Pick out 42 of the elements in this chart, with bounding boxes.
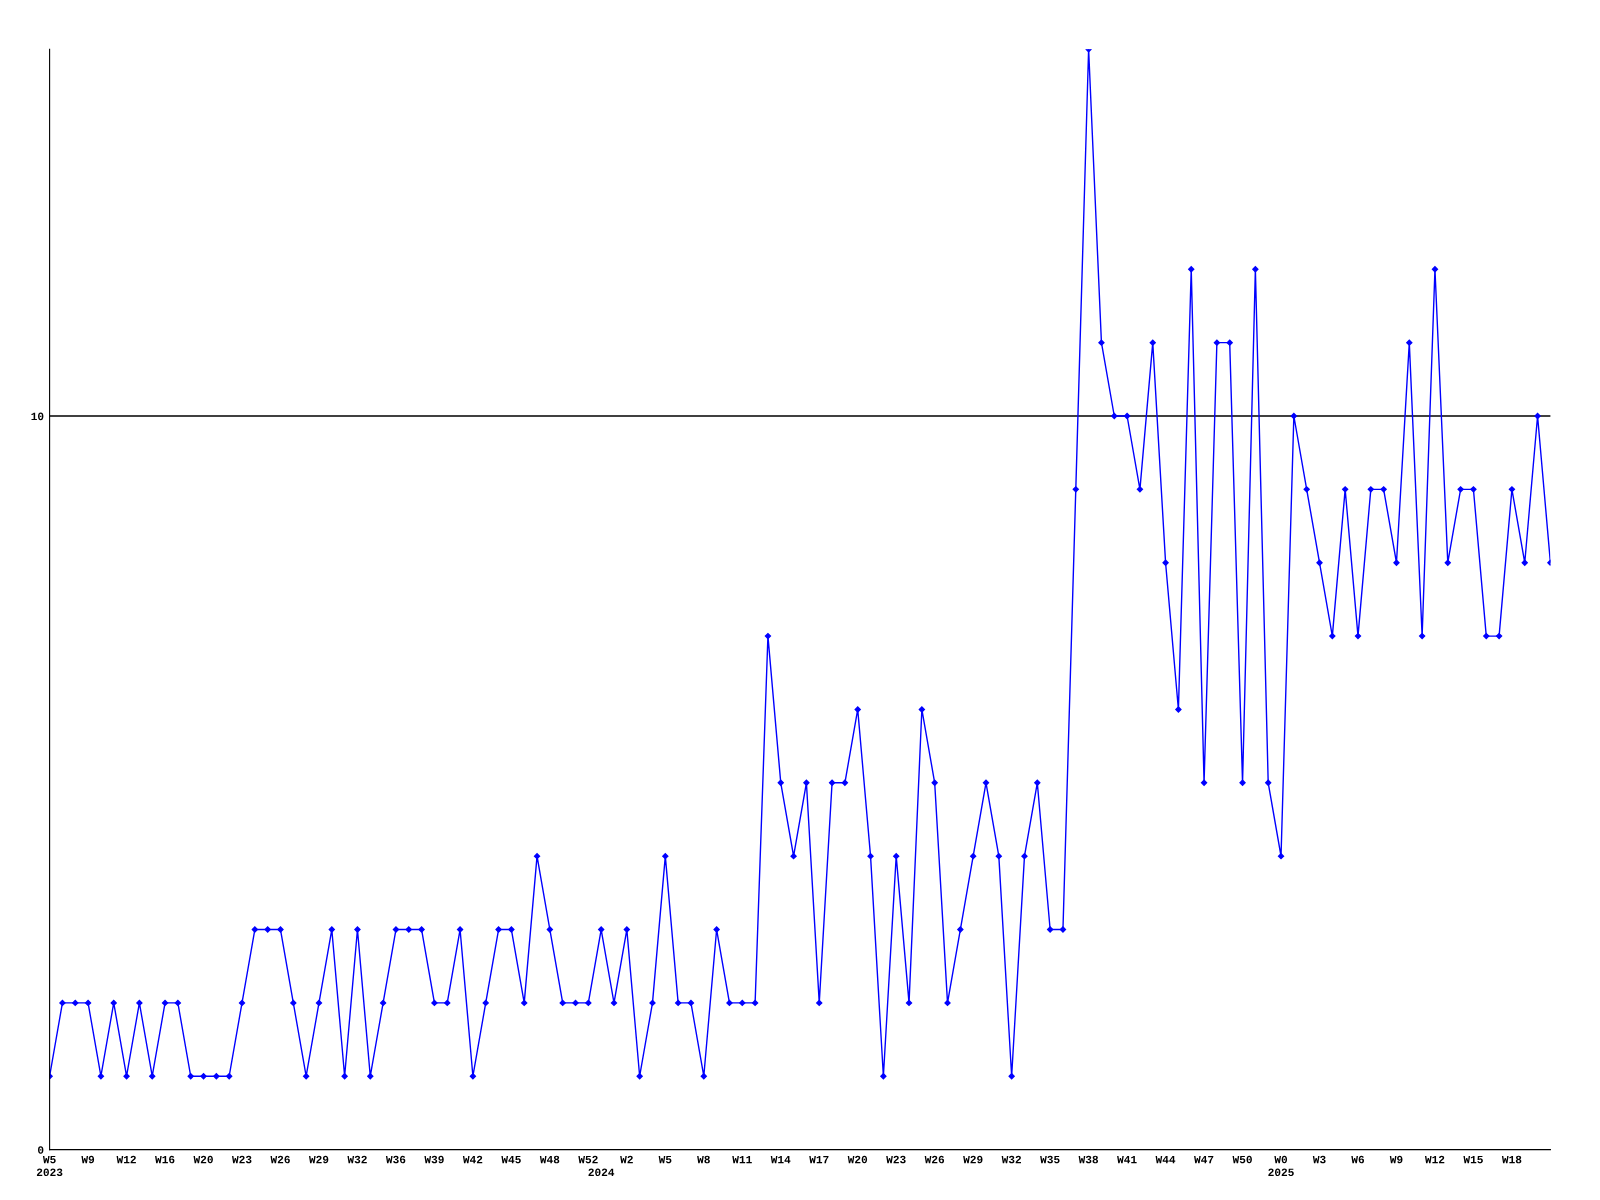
- x-tick-label: W38: [1078, 1155, 1099, 1164]
- x-tick-label: 2024: [588, 1168, 615, 1177]
- x-tick-label: W35: [1040, 1155, 1060, 1164]
- x-tick-label: W20: [193, 1155, 213, 1164]
- x-tick-label: W32: [347, 1155, 367, 1164]
- x-tick-label: W52: [578, 1155, 598, 1164]
- x-tick-label: W18: [1501, 1155, 1522, 1164]
- x-tick-label: W26: [924, 1155, 945, 1164]
- x-tick-label: W0 2025: [1268, 1155, 1294, 1177]
- x-tick-label: W2: [620, 1155, 633, 1164]
- x-tick-label: W45: [501, 1155, 521, 1164]
- x-tick-label: W15: [1463, 1155, 1483, 1164]
- x-tick-label: W32: [1001, 1155, 1021, 1164]
- x-tick-label: W29: [308, 1155, 329, 1164]
- x-tick-label: W47: [1194, 1155, 1214, 1164]
- x-tick-label: W44: [1155, 1155, 1176, 1164]
- x-tick-label: W12: [116, 1155, 136, 1164]
- y-tick-label: 0: [38, 1146, 44, 1154]
- x-tick-label: W42: [462, 1155, 483, 1164]
- x-tick-label: W23: [886, 1155, 906, 1164]
- x-tick-label: W39: [424, 1155, 444, 1164]
- x-tick-label: W8: [697, 1155, 710, 1164]
- x-tick-label: W16: [155, 1155, 175, 1164]
- x-tick-label: W50: [1232, 1155, 1252, 1164]
- x-tick-label: W14: [770, 1155, 791, 1164]
- x-tick-label: W11: [732, 1155, 752, 1164]
- x-tick-label: W41: [1117, 1155, 1137, 1164]
- x-tick-label: W6: [1351, 1155, 1365, 1164]
- x-tick-label: W26: [270, 1155, 290, 1164]
- x-tick-label: W23: [232, 1155, 252, 1164]
- x-tick-label: W9: [81, 1155, 95, 1164]
- x-tick-label: W48: [539, 1155, 560, 1164]
- x-tick-label: W20: [847, 1155, 868, 1164]
- x-tick-label: W9: [1389, 1155, 1403, 1164]
- x-tick-label: W29: [963, 1155, 983, 1164]
- y-tick-label: 10: [31, 412, 44, 421]
- x-tick-label: W3: [1312, 1155, 1326, 1164]
- x-tick-label: W5 2023: [36, 1155, 63, 1177]
- x-tick-label: W12: [1424, 1155, 1445, 1164]
- x-tick-label: W17: [809, 1155, 829, 1164]
- x-tick-label: W5: [658, 1155, 672, 1164]
- x-tick-label: W36: [385, 1155, 406, 1164]
